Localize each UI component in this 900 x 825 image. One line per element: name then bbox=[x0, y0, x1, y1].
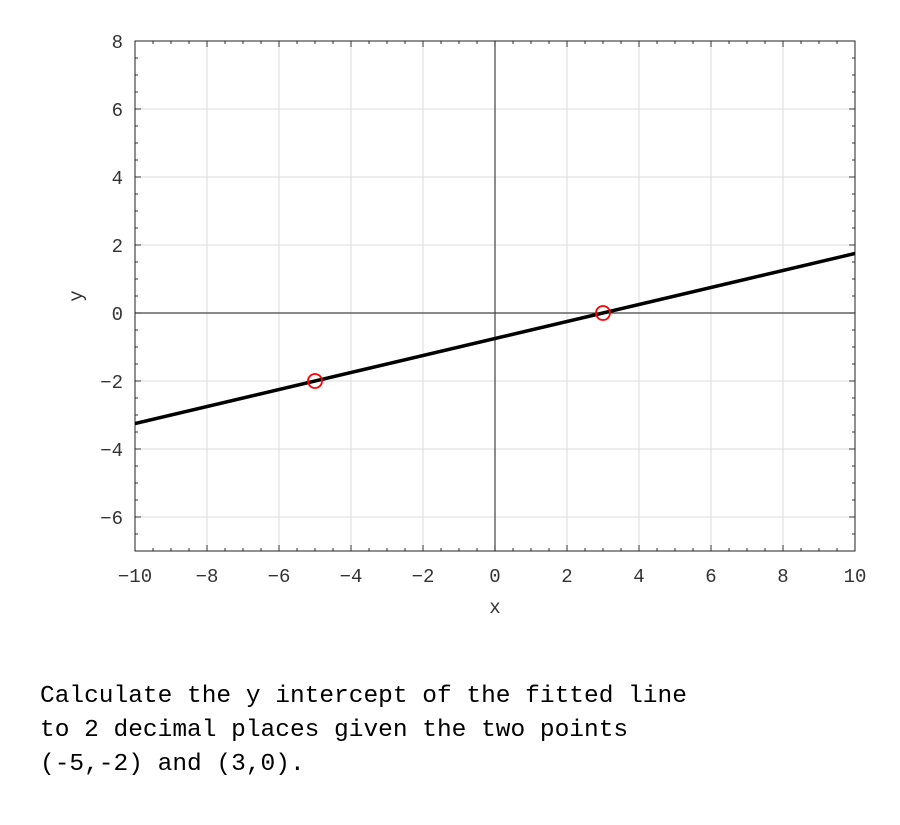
x-tick-label: −8 bbox=[196, 566, 219, 588]
x-axis-label: x bbox=[489, 597, 500, 619]
x-tick-label: −10 bbox=[118, 566, 152, 588]
y-tick-label: −2 bbox=[100, 372, 123, 394]
y-tick-label: 8 bbox=[112, 32, 123, 54]
y-axis-label: y bbox=[66, 290, 88, 301]
chart: −10 −8 −6 −4 −2 0 2 4 6 8 10 −6 −4 −2 0 2 4 6 8 x y bbox=[66, 32, 867, 619]
fitted-line bbox=[135, 251, 855, 426]
y-tick-label: 0 bbox=[112, 304, 123, 326]
y-tick-label: 6 bbox=[112, 100, 123, 122]
question-text: Calculate the y intercept of the fitted … bbox=[40, 683, 687, 778]
x-tick-label: 6 bbox=[705, 566, 716, 588]
y-tick-label: 4 bbox=[112, 168, 123, 190]
x-tick-label: 0 bbox=[489, 566, 500, 588]
x-tick-label: −4 bbox=[340, 566, 363, 588]
x-tick-label: −2 bbox=[412, 566, 435, 588]
data-point bbox=[595, 305, 611, 321]
x-tick-label: 4 bbox=[633, 566, 644, 588]
x-tick-label: −6 bbox=[268, 566, 291, 588]
plot-frame bbox=[134, 40, 856, 552]
y-tick-label: 2 bbox=[112, 236, 123, 258]
data-point bbox=[307, 373, 323, 389]
x-tick-label: 8 bbox=[777, 566, 788, 588]
y-tick-label: −6 bbox=[100, 508, 123, 530]
y-tick-label: −4 bbox=[100, 440, 123, 462]
x-tick-label: 2 bbox=[561, 566, 572, 588]
x-tick-label: 10 bbox=[844, 566, 867, 588]
